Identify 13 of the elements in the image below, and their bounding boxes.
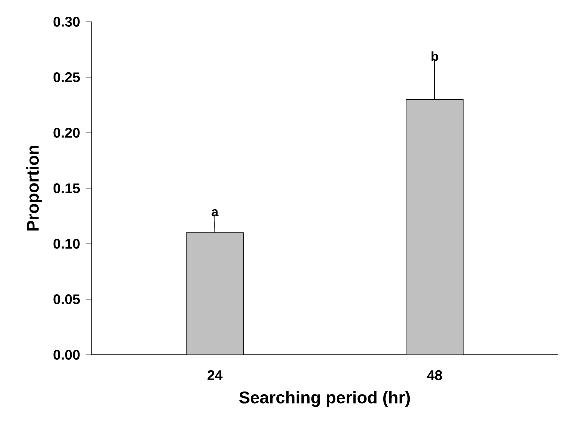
x-tick-label: 24 [208, 370, 223, 380]
x-tick-label: 48 [427, 370, 442, 380]
y-tick-label: 0.20 [54, 128, 80, 138]
y-tick-label: 0.00 [54, 350, 80, 360]
y-tick-label: 0.05 [54, 294, 80, 304]
annotation: b [432, 52, 438, 62]
y-tick-label: 0.15 [54, 184, 80, 194]
annotation: a [212, 209, 219, 217]
y-axis-title: Proportion [26, 146, 42, 231]
x-axis-title: Searching period (hr) [240, 391, 410, 408]
y-tick-label: 0.30 [54, 17, 80, 27]
y-tick-label: 0.25 [54, 72, 80, 82]
y-tick-label: 0.10 [54, 239, 80, 249]
